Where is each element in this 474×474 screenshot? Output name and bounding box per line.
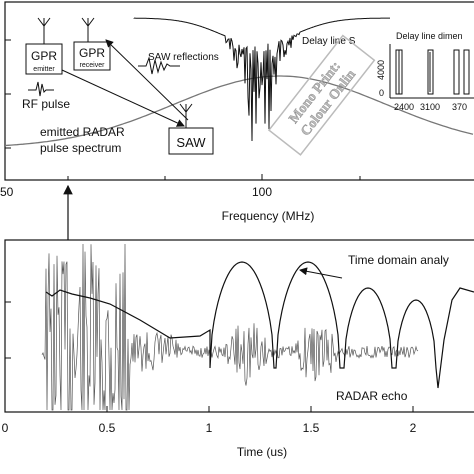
- top-xtick-label: 100: [252, 185, 272, 199]
- top-axes-frame: [4, 1, 474, 181]
- inset-xtick-label: 2400: [394, 102, 414, 112]
- bottom-panel: 0 0.5 1 1.5 2 Time (us) Time domain analy RA…: [2, 239, 474, 459]
- bottom-axes-frame: [4, 239, 474, 413]
- inset-electrode: [427, 49, 434, 95]
- bottom-xtick-label: 2: [410, 421, 417, 435]
- bottom-xtick-label: 0.5: [99, 421, 116, 435]
- spectrum-label-line1: emitted RADAR: [40, 125, 125, 139]
- inset-xtick-label: 370: [452, 102, 467, 112]
- time-domain-label: Time domain analy: [348, 253, 449, 267]
- saw-box: [168, 127, 214, 155]
- gpr-receiver: GPR receiver: [73, 17, 111, 71]
- receiver-antenna-head-icon: [81, 17, 95, 27]
- bottom-x-axis-label: Time (us): [237, 445, 287, 459]
- watermark-frame: [267, 34, 376, 156]
- delay-line-label: Delay line S: [302, 36, 356, 47]
- saw-reflections-label: SAW reflections: [148, 52, 219, 63]
- rf-pulse-icon: [28, 81, 54, 97]
- inset-ytick-label: 0: [379, 88, 384, 98]
- top-panel: 50 100 Frequency (MHz) GPR emitter GPR r…: [0, 1, 474, 223]
- inset-xtick-label: 3100: [420, 102, 440, 112]
- saw-reflections-icon: [138, 56, 180, 75]
- bottom-xtick-label: 1.5: [303, 421, 320, 435]
- arrow-emitter-to-saw: [61, 69, 185, 127]
- inset-ytick-label: 4000: [376, 60, 386, 80]
- gpr-receiver-sublabel: receiver: [80, 62, 106, 69]
- rf-pulse-label: RF pulse: [22, 97, 70, 111]
- radar-echo-series-line: [41, 243, 419, 411]
- gpr-emitter-box: [25, 43, 63, 75]
- spectrum-series-line: [4, 75, 474, 147]
- gpr-receiver-label: GPR: [79, 46, 105, 60]
- bottom-xtick-label: 0: [2, 421, 9, 435]
- radar-echo-label: RADAR echo: [336, 389, 408, 403]
- top-xtick-label: 50: [0, 185, 14, 199]
- time-domain-series-line: [45, 261, 474, 389]
- gpr-emitter-label: GPR: [31, 49, 57, 63]
- emitter-antenna-head-icon: [37, 17, 51, 27]
- gpr-receiver-box: [73, 41, 111, 71]
- inset-electrode: [453, 49, 460, 95]
- arrow-saw-to-receiver: [105, 39, 189, 121]
- inset-electrode: [463, 49, 470, 95]
- inset-title: Delay line dimen: [396, 31, 463, 41]
- top-x-axis-label: Frequency (MHz): [222, 209, 315, 223]
- spectrum-label-line2: pulse spectrum: [40, 141, 121, 155]
- delay-line-series-line: [133, 17, 390, 142]
- saw-antenna-head-icon: [179, 103, 193, 113]
- gpr-emitter-sublabel: emitter: [33, 66, 55, 73]
- bottom-xtick-label: 1: [206, 421, 213, 435]
- time-domain-arrow: [299, 267, 343, 279]
- inset-delay-dimensions: Delay line dimen 4000 0 2400 3100 370: [376, 30, 474, 112]
- gpr-emitter: GPR emitter: [25, 17, 63, 75]
- saw-label: SAW: [176, 135, 206, 150]
